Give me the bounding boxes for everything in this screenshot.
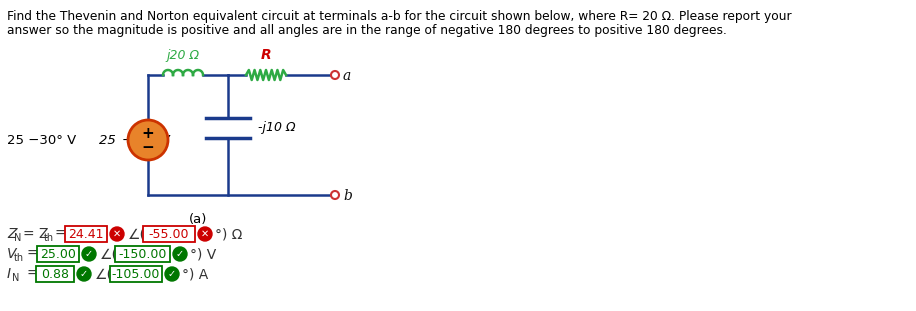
Text: answer so the magnitude is positive and all angles are in the range of negative : answer so the magnitude is positive and … <box>7 24 727 37</box>
Text: −30° V: −30° V <box>122 133 169 146</box>
Text: ∠(: ∠( <box>95 267 113 281</box>
Text: I: I <box>7 267 11 281</box>
Circle shape <box>165 267 179 281</box>
Circle shape <box>331 71 339 79</box>
Text: ✕: ✕ <box>113 229 121 239</box>
Text: -150.00: -150.00 <box>118 248 167 261</box>
Text: ✕: ✕ <box>201 229 209 239</box>
Text: th: th <box>14 253 24 263</box>
Text: =: = <box>27 247 38 261</box>
FancyBboxPatch shape <box>36 266 74 282</box>
Circle shape <box>128 120 168 160</box>
Text: R: R <box>261 48 271 62</box>
Circle shape <box>198 227 212 241</box>
Text: 0.88: 0.88 <box>41 267 69 281</box>
Text: =: = <box>26 267 38 281</box>
Text: 25: 25 <box>99 133 120 146</box>
Circle shape <box>173 247 187 261</box>
Circle shape <box>110 227 124 241</box>
FancyBboxPatch shape <box>37 246 79 262</box>
Text: N: N <box>12 273 19 283</box>
Text: -j10 Ω: -j10 Ω <box>258 122 296 134</box>
FancyBboxPatch shape <box>110 266 162 282</box>
Text: −: − <box>142 140 155 155</box>
Text: =: = <box>55 227 67 241</box>
FancyBboxPatch shape <box>65 226 107 242</box>
Text: °) Ω: °) Ω <box>215 227 243 241</box>
Text: 24.41: 24.41 <box>69 228 104 240</box>
Text: ∠(: ∠( <box>100 247 118 261</box>
Text: ✓: ✓ <box>176 249 184 259</box>
Circle shape <box>82 247 96 261</box>
Text: +: + <box>142 127 155 142</box>
Text: b: b <box>343 189 352 203</box>
Text: ∠(: ∠( <box>128 227 146 241</box>
Text: th: th <box>44 233 54 243</box>
Text: Z: Z <box>7 227 16 241</box>
FancyBboxPatch shape <box>143 226 195 242</box>
Text: -55.00: -55.00 <box>148 228 190 240</box>
Text: (a): (a) <box>189 213 207 226</box>
Text: ✓: ✓ <box>80 269 88 279</box>
Text: ✓: ✓ <box>168 269 176 279</box>
Text: V: V <box>7 247 16 261</box>
Text: a: a <box>343 69 351 83</box>
Text: ✓: ✓ <box>85 249 93 259</box>
Text: °) A: °) A <box>182 267 208 281</box>
Text: -105.00: -105.00 <box>112 267 160 281</box>
FancyBboxPatch shape <box>115 246 170 262</box>
Text: = Z: = Z <box>23 227 49 241</box>
Text: 25.00: 25.00 <box>40 248 76 261</box>
Text: Find the Thevenin and Norton equivalent circuit at terminals a-b for the circuit: Find the Thevenin and Norton equivalent … <box>7 10 791 23</box>
Text: °) V: °) V <box>190 247 216 261</box>
Text: j20 Ω: j20 Ω <box>167 49 200 62</box>
Text: N: N <box>14 233 21 243</box>
Text: 25 −30° V: 25 −30° V <box>7 133 76 146</box>
Circle shape <box>331 191 339 199</box>
Circle shape <box>77 267 91 281</box>
